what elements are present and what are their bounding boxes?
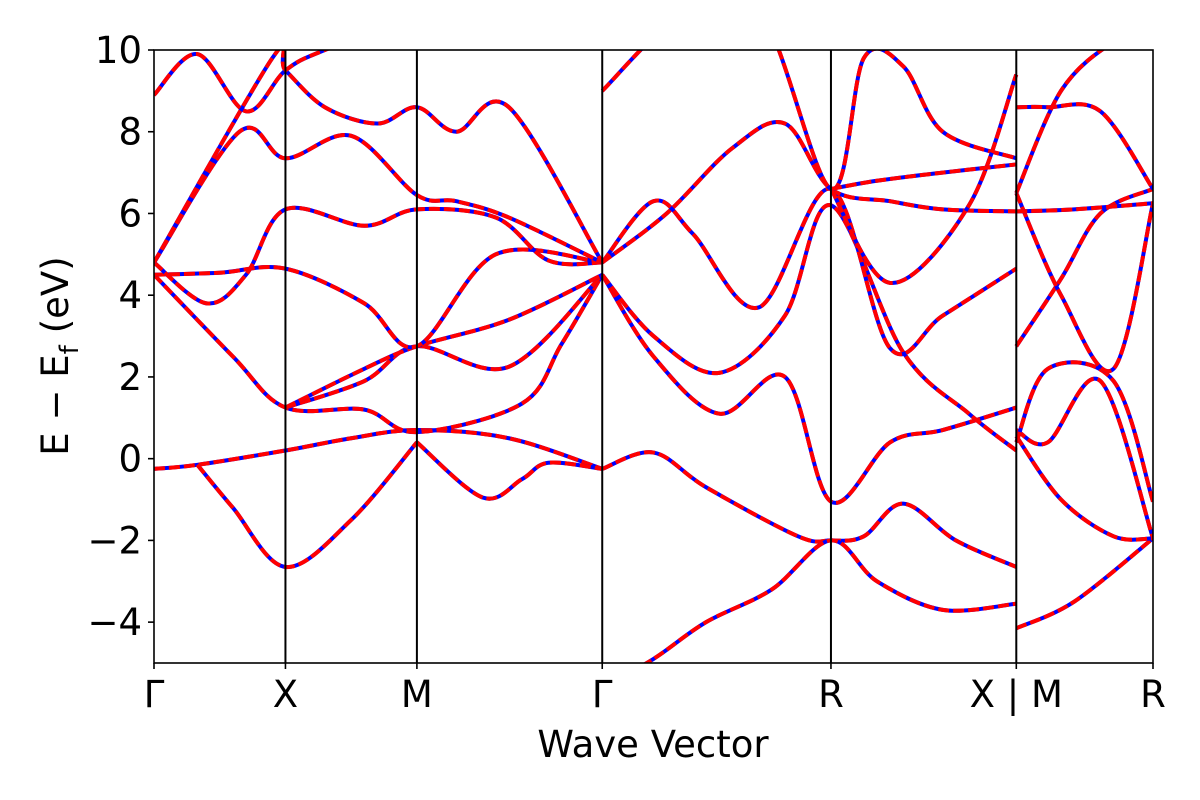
x-tick-label: Γ	[144, 673, 165, 716]
band-line-dashed	[284, 273, 604, 410]
x-tick-label: R	[1140, 673, 1166, 716]
band-line-dashed	[642, 538, 1017, 663]
x-tick-label: X	[273, 673, 298, 716]
y-axis-title-main: E − E	[34, 354, 77, 455]
y-tick-label: 6	[118, 192, 142, 235]
y-tick-label: 0	[118, 438, 142, 481]
band-line-dashed	[830, 162, 1017, 191]
x-axis: Γ X M Γ R X | M R	[144, 663, 1166, 716]
y-axis-title-subscript: f	[55, 344, 85, 354]
band-line-dashed	[154, 247, 603, 350]
band-line-solid	[1015, 536, 1153, 631]
band-line-dashed	[601, 120, 1017, 265]
band-line-dashed	[1014, 435, 1153, 542]
band-line-solid	[1015, 376, 1153, 539]
band-line-dashed	[1015, 376, 1153, 539]
band-line-dashed	[601, 450, 1018, 569]
band-line-solid	[1016, 201, 1153, 214]
x-tick-label: X | M	[970, 673, 1063, 716]
band-line-dashed	[154, 125, 604, 265]
band-line-dashed	[195, 441, 419, 569]
x-tick-label: R	[818, 673, 844, 716]
band-line-dashed	[1014, 360, 1153, 503]
band-line-dashed	[600, 273, 1017, 505]
band-line-solid	[1014, 435, 1153, 542]
y-tick-label: 2	[118, 356, 142, 399]
band-line-dashed	[829, 73, 1019, 285]
band-line-solid	[284, 273, 604, 410]
band-line-dashed	[1014, 192, 1153, 374]
y-tick-label: −4	[87, 601, 142, 644]
y-axis: −4 −2 0 2 4 6 8 10	[87, 29, 154, 644]
y-axis-title: E − Ef (eV)	[34, 256, 85, 455]
y-tick-label: −2	[87, 519, 142, 562]
band-line-solid	[284, 272, 604, 410]
band-line-dashed	[154, 50, 331, 114]
band-line-dashed	[154, 428, 603, 471]
band-line-solid	[1014, 50, 1106, 194]
band-line-dashed	[284, 272, 604, 410]
y-tick-label: 8	[118, 111, 142, 154]
plot-frame	[153, 49, 1154, 664]
kpoint-divider-lines	[284, 50, 1018, 663]
band-line-solid	[642, 538, 1017, 663]
band-line-dashed	[415, 440, 603, 501]
band-line-dashed	[154, 273, 604, 435]
band-line-dashed	[1014, 50, 1106, 194]
band-line-dashed	[1014, 187, 1153, 348]
y-tick-label: 10	[95, 29, 142, 72]
band-line-dashed	[600, 203, 1018, 453]
band-line-solid	[601, 450, 1018, 569]
band-line-dashed	[1015, 536, 1153, 631]
x-axis-title: Wave Vector	[537, 723, 769, 766]
band-line-dashed	[1016, 102, 1153, 191]
band-line-dashed	[600, 186, 1018, 357]
y-tick-label: 4	[118, 274, 142, 317]
y-axis-title-unit: (eV)	[34, 256, 77, 333]
band-lines	[154, 50, 1153, 663]
x-tick-label: Γ	[592, 673, 613, 716]
band-line-dashed	[154, 205, 603, 306]
band-line-dashed	[154, 50, 604, 264]
band-line-solid	[154, 50, 331, 114]
x-tick-label: M	[401, 673, 433, 716]
